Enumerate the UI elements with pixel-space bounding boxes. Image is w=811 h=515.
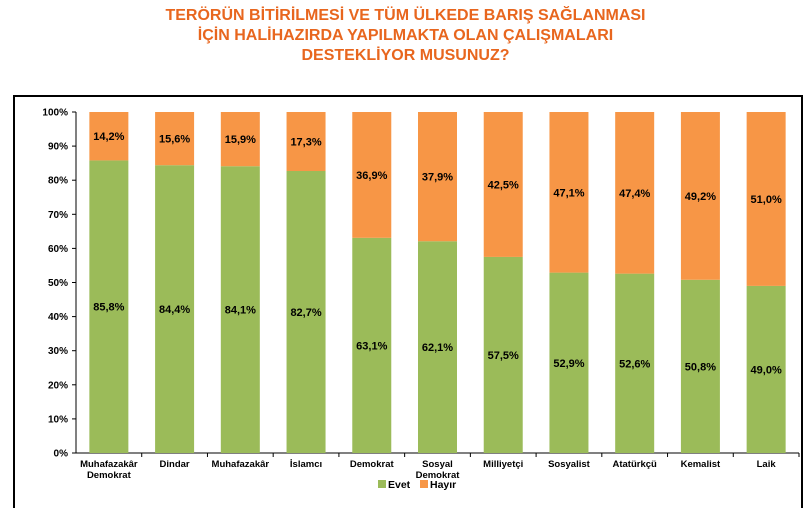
x-tick-label: Kemalist	[681, 459, 721, 470]
bar-hayir	[418, 112, 457, 242]
y-tick-label: 30%	[48, 346, 68, 357]
bar-hayir	[89, 112, 129, 161]
x-tick-label: Atatürkçü	[613, 459, 658, 470]
bar-evet	[680, 279, 720, 453]
bar-evet	[615, 273, 655, 453]
data-label-hayir: 47,4%	[619, 188, 650, 200]
y-tick-label: 100%	[42, 108, 68, 119]
x-tick-label: Demokrat	[416, 470, 461, 481]
title-line-3: DESTEKLİYOR MUSUNUZ?	[301, 47, 510, 64]
bar-evet	[549, 272, 589, 453]
title-line-2: İÇİN HALİHAZIRDA YAPILMAKTA OLAN ÇALIŞMA…	[197, 27, 614, 44]
chart-title: TERÖRÜN BİTİRİLMESİ VE TÜM ÜLKEDE BARIŞ …	[0, 6, 811, 66]
data-label-evet: 84,4%	[159, 304, 190, 316]
y-tick-label: 90%	[48, 142, 68, 153]
data-label-evet: 57,5%	[488, 350, 519, 362]
x-tick-label: Sosyal	[422, 459, 453, 470]
data-label-evet: 50,8%	[685, 361, 716, 373]
x-tick-label: Laik	[757, 459, 777, 470]
x-tick-label: Demokrat	[87, 470, 132, 481]
data-label-hayir: 49,2%	[685, 191, 716, 203]
x-tick-label: Demokrat	[350, 459, 395, 470]
x-tick-label: İslamcı	[290, 459, 322, 470]
y-tick-label: 10%	[48, 414, 68, 425]
data-label-evet: 52,9%	[553, 358, 584, 370]
legend-label-evet: Evet	[388, 479, 411, 491]
bar-hayir	[615, 112, 655, 274]
x-tick-label: Dindar	[160, 459, 190, 470]
data-labels: 85,8% 14,2% 84,4% 15,6% 84,1% 15,9% 82,7% 17,3%…	[93, 131, 782, 376]
legend-swatch-hayir	[420, 480, 428, 488]
x-tick-label: Milliyetçi	[483, 459, 523, 470]
x-tick-label: Muhafazakâr	[80, 459, 138, 470]
y-tick-label: 20%	[48, 380, 68, 391]
bar-hayir	[155, 112, 195, 166]
bar-evet	[483, 256, 523, 453]
bar-hayir	[352, 112, 392, 238]
bar-hayir	[220, 112, 260, 167]
y-tick-label: 40%	[48, 312, 68, 323]
bar-hayir	[680, 112, 720, 280]
data-label-evet: 62,1%	[422, 342, 453, 354]
data-label-hayir: 36,9%	[356, 170, 387, 182]
bars	[89, 112, 786, 454]
legend: Evet Hayır	[378, 479, 456, 491]
bar-evet	[286, 170, 326, 454]
x-tick-label: Muhafazakâr	[212, 459, 270, 470]
data-label-hayir: 47,1%	[553, 187, 584, 199]
data-label-hayir: 42,5%	[488, 179, 519, 191]
bar-evet	[155, 165, 195, 454]
data-label-hayir: 14,2%	[93, 131, 124, 143]
y-tick-label: 50%	[48, 278, 68, 289]
data-label-evet: 63,1%	[356, 340, 387, 352]
stacked-bar-chart: 0% 10% 20% 30% 40% 50% 60% 70% 80% 90% 100% Muhafaz…	[42, 108, 800, 491]
data-label-evet: 49,0%	[751, 364, 782, 376]
bar-hayir	[483, 112, 523, 257]
data-label-evet: 84,1%	[225, 305, 256, 317]
bar-evet	[220, 166, 260, 453]
legend-swatch-evet	[378, 480, 386, 488]
data-label-evet: 52,6%	[619, 358, 650, 370]
data-label-hayir: 51,0%	[751, 194, 782, 206]
bar-hayir	[549, 112, 589, 273]
y-tick-label: 80%	[48, 176, 68, 187]
data-label-evet: 85,8%	[93, 302, 124, 314]
title-line-1: TERÖRÜN BİTİRİLMESİ VE TÜM ÜLKEDE BARIŞ …	[165, 7, 646, 24]
x-tick-label: Sosyalist	[548, 459, 591, 470]
bar-evet	[89, 160, 129, 453]
data-label-hayir: 15,9%	[225, 134, 256, 146]
chart-frame: 0% 10% 20% 30% 40% 50% 60% 70% 80% 90% 100% Muhafaz…	[13, 95, 803, 508]
bar-evet	[746, 285, 786, 453]
y-tick-label: 0%	[54, 449, 69, 460]
legend-label-hayir: Hayır	[430, 479, 456, 491]
y-tick-label: 60%	[48, 244, 68, 255]
bar-evet	[352, 237, 392, 453]
axes: 0% 10% 20% 30% 40% 50% 60% 70% 80% 90% 100% Muhafaz…	[42, 108, 800, 481]
data-label-evet: 82,7%	[290, 307, 321, 319]
data-label-hayir: 17,3%	[290, 136, 321, 148]
data-label-hayir: 37,9%	[422, 172, 453, 184]
bar-hayir	[286, 112, 326, 171]
bar-hayir	[746, 112, 786, 286]
y-tick-label: 70%	[48, 210, 68, 221]
data-label-hayir: 15,6%	[159, 134, 190, 146]
bar-evet	[418, 241, 457, 453]
